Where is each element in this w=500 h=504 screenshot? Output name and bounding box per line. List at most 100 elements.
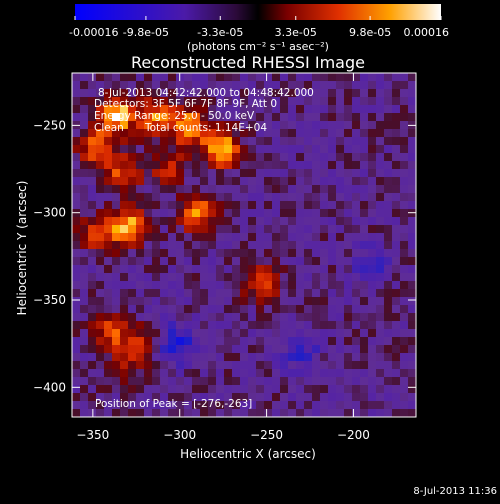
heatmap-cell	[248, 369, 257, 378]
heatmap-cell	[336, 345, 345, 354]
heatmap-cell	[216, 121, 225, 130]
heatmap-cell	[344, 281, 353, 290]
heatmap-cell	[344, 257, 353, 266]
heatmap-cell	[152, 209, 161, 218]
heatmap-cell	[168, 265, 177, 274]
heatmap-cell	[320, 97, 329, 106]
heatmap-cell	[352, 265, 361, 274]
heatmap-cell	[248, 121, 257, 130]
heatmap-cell	[216, 401, 225, 410]
heatmap-cell	[296, 105, 305, 114]
heatmap-cell	[136, 305, 145, 314]
heatmap-cell	[328, 337, 337, 346]
x-ticks: −350 −300 −250 −200	[76, 73, 370, 442]
heatmap-cell	[96, 385, 105, 394]
heatmap-cell	[408, 145, 416, 154]
heatmap-cell	[224, 233, 233, 242]
heatmap-cell	[280, 153, 289, 162]
heatmap-cell	[320, 321, 329, 330]
heatmap-cell	[192, 185, 201, 194]
heatmap-cell	[296, 361, 305, 370]
colorbar-ticks	[74, 16, 442, 20]
heatmap-cell	[288, 209, 297, 218]
heatmap-cell	[288, 393, 297, 402]
heatmap-cell	[104, 137, 113, 146]
heatmap-cell	[312, 185, 321, 194]
heatmap-cell	[96, 169, 105, 178]
heatmap-cell	[208, 233, 217, 242]
heatmap-cell	[352, 201, 361, 210]
heatmap-cell	[176, 97, 185, 106]
heatmap-cell	[160, 329, 169, 338]
heatmap-cell	[400, 169, 409, 178]
heatmap-cell	[288, 193, 297, 202]
heatmap-cell	[104, 409, 113, 417]
heatmap-cell	[312, 393, 321, 402]
heatmap-cell	[376, 113, 385, 122]
heatmap-cell	[232, 201, 241, 210]
heatmap-cell	[120, 249, 129, 258]
heatmap-cell	[408, 281, 416, 290]
heatmap-cell	[248, 89, 257, 98]
heatmap-cell	[136, 177, 145, 186]
heatmap-cell	[152, 129, 161, 138]
heatmap-cell	[376, 353, 385, 362]
heatmap-cell	[176, 185, 185, 194]
heatmap-cell	[120, 97, 129, 106]
heatmap-cell	[192, 289, 201, 298]
heatmap-cell	[216, 265, 225, 274]
heatmap-cell	[264, 305, 273, 314]
heatmap-cell	[184, 185, 193, 194]
heatmap-cell	[408, 201, 416, 210]
heatmap-cell	[280, 369, 289, 378]
heatmap-cell	[104, 353, 113, 362]
heatmap-cell	[88, 369, 97, 378]
heatmap-cell	[176, 249, 185, 258]
heatmap-cell	[240, 281, 249, 290]
heatmap-cell	[144, 177, 153, 186]
heatmap-cell	[72, 257, 81, 266]
heatmap-cell	[128, 145, 137, 154]
heatmap-cell	[384, 161, 393, 170]
heatmap-cell	[240, 169, 249, 178]
heatmap-cell	[168, 353, 177, 362]
heatmap-cell	[96, 273, 105, 282]
heatmap-cell	[96, 73, 105, 82]
heatmap-cell	[384, 281, 393, 290]
heatmap-cell	[184, 177, 193, 186]
heatmap-cell	[320, 313, 329, 322]
heatmap-cell	[88, 201, 97, 210]
heatmap-cell	[88, 257, 97, 266]
heatmap-cell	[296, 201, 305, 210]
heatmap-cell	[160, 401, 169, 410]
heatmap-cell	[256, 217, 265, 226]
heatmap-cell	[272, 113, 281, 122]
heatmap-cell	[264, 113, 273, 122]
heatmap-cell	[144, 281, 153, 290]
heatmap-cell	[256, 297, 265, 306]
heatmap-cell	[288, 305, 297, 314]
heatmap-cell	[256, 377, 265, 386]
heatmap-cell	[128, 273, 137, 282]
heatmap-cell	[328, 401, 337, 410]
heatmap-cell	[272, 185, 281, 194]
heatmap-cell	[144, 249, 153, 258]
heatmap-cell	[264, 121, 273, 130]
heatmap-cell	[176, 113, 185, 122]
heatmap-cell	[360, 185, 369, 194]
heatmap-cell	[408, 249, 416, 258]
heatmap-cell	[184, 361, 193, 370]
heatmap-cell	[400, 401, 409, 410]
heatmap-cell	[192, 169, 201, 178]
heatmap-cell	[376, 249, 385, 258]
heatmap-cell	[280, 225, 289, 234]
heatmap-cell	[208, 105, 217, 114]
heatmap-cell	[200, 401, 209, 410]
heatmap-cell	[216, 153, 225, 162]
heatmap-cell	[96, 297, 105, 306]
heatmap-cell	[144, 393, 153, 402]
heatmap-cell	[272, 297, 281, 306]
heatmap-cell	[112, 81, 121, 90]
heatmap-cell	[160, 153, 169, 162]
heatmap-cell	[184, 265, 193, 274]
